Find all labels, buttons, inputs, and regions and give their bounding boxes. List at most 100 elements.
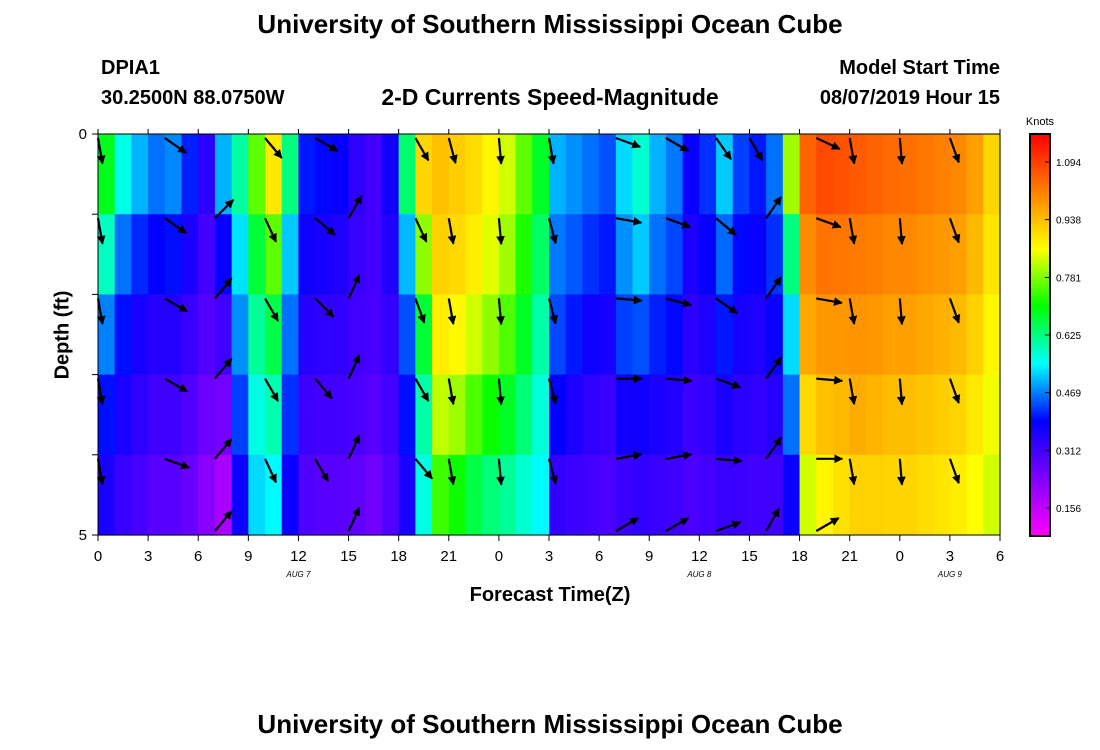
current-vector-arrow xyxy=(816,297,843,306)
date-label: AUG 8 xyxy=(686,570,712,579)
current-vector-arrow xyxy=(164,377,189,393)
heatmap-cell xyxy=(565,294,583,376)
heatmap-cell xyxy=(482,214,500,295)
heatmap-cell xyxy=(849,134,867,215)
x-tick-label: 18 xyxy=(390,548,407,565)
heatmap-cell xyxy=(231,214,249,295)
colorbar-tick-label: 0.156 xyxy=(1056,504,1081,515)
heatmap-cell xyxy=(782,454,801,536)
heatmap-cell xyxy=(432,214,450,295)
current-vector-arrow xyxy=(164,137,187,154)
current-vector-arrow xyxy=(715,217,737,236)
heatmap-cell xyxy=(682,294,700,376)
heatmap-cell xyxy=(515,454,533,536)
heatmap-cell xyxy=(298,294,316,376)
heatmap-cell xyxy=(966,374,984,456)
heatmap-cell xyxy=(181,454,199,536)
current-vector-arrow xyxy=(96,298,106,325)
colorbar-tick-label: 0.625 xyxy=(1056,331,1081,342)
heatmap-cell xyxy=(131,374,149,456)
heatmap-cell xyxy=(281,374,300,456)
heatmap-cell xyxy=(331,454,350,536)
current-vector-arrow xyxy=(848,298,858,325)
heatmap-cell xyxy=(782,374,801,456)
heatmap-cell xyxy=(532,454,550,536)
heatmap-cell xyxy=(899,214,918,295)
heatmap-cell xyxy=(799,134,817,215)
heatmap-cell xyxy=(682,214,700,295)
heatmap-cell xyxy=(699,374,717,456)
station-id: DPIA1 xyxy=(101,57,160,79)
x-tick-label: 9 xyxy=(244,548,252,565)
heatmap-cell xyxy=(448,214,467,295)
heatmap-cell xyxy=(983,454,1001,536)
heatmap-cell xyxy=(114,454,132,536)
heatmap-cell xyxy=(749,294,767,376)
current-vector-arrow xyxy=(765,356,782,380)
current-vector-arrow xyxy=(948,137,961,164)
current-vector-arrow xyxy=(896,458,906,486)
current-vector-arrow xyxy=(815,517,840,532)
current-vector-arrow xyxy=(615,136,642,149)
heatmap-cell xyxy=(381,294,400,376)
heatmap-cell xyxy=(599,294,617,376)
heatmap-cell xyxy=(415,374,433,456)
heatmap-cell xyxy=(599,134,617,215)
x-tick-label: 12 xyxy=(691,548,708,565)
heatmap-cell xyxy=(716,454,734,536)
heatmap-cell xyxy=(832,374,851,456)
heatmap-cell xyxy=(916,294,934,376)
heatmap-cell xyxy=(665,134,684,215)
heatmap-cell xyxy=(615,454,634,536)
heatmap-cell xyxy=(866,214,884,295)
heatmap-cell xyxy=(298,214,316,295)
heatmap-cell xyxy=(549,134,567,215)
colorbar-tick-label: 0.312 xyxy=(1056,446,1081,457)
heatmap-cell xyxy=(248,214,266,295)
heatmap-cell xyxy=(98,294,116,376)
heatmap-cell xyxy=(315,454,333,536)
heatmap-cell xyxy=(849,214,867,295)
heatmap-cell xyxy=(432,374,450,456)
heatmap-cell xyxy=(816,214,834,295)
heatmap-cell xyxy=(365,374,383,456)
heatmap-cell xyxy=(782,294,801,376)
colorbar-tick-label: 0.938 xyxy=(1056,216,1081,227)
heatmap-cell xyxy=(582,294,600,376)
heatmap-cell xyxy=(749,374,767,456)
heatmap-cell xyxy=(248,294,266,376)
heatmap-cell xyxy=(532,214,550,295)
heatmap-cell xyxy=(448,294,467,376)
heatmap-cell xyxy=(265,374,283,456)
heatmap-cell xyxy=(816,134,834,215)
heatmap-cell xyxy=(816,374,834,456)
heatmap-cell xyxy=(883,214,901,295)
heatmap-cell xyxy=(465,214,483,295)
heatmap-cell xyxy=(214,294,233,376)
colorbar-tick-label: 0.781 xyxy=(1056,273,1081,284)
heatmap-cell xyxy=(498,294,517,376)
current-vector-arrow xyxy=(547,217,558,245)
heatmap-cell xyxy=(415,134,433,215)
x-tick-label: 0 xyxy=(495,548,503,565)
heatmap-cell xyxy=(799,214,817,295)
heatmap-cell xyxy=(532,374,550,456)
heatmap-cell xyxy=(649,374,667,456)
current-vector-arrow xyxy=(347,354,361,380)
x-tick-label: 18 xyxy=(791,548,808,565)
heatmap-cell xyxy=(883,454,901,536)
current-vector-arrow xyxy=(896,137,906,165)
heatmap-cell xyxy=(131,294,149,376)
heatmap-cell xyxy=(866,134,884,215)
heatmap-cell xyxy=(281,214,300,295)
heatmap-cells xyxy=(98,134,1001,536)
y-tick-label: 5 xyxy=(79,527,87,544)
heatmap-cell xyxy=(899,294,918,376)
heatmap-cell xyxy=(331,134,350,215)
current-vector-arrow xyxy=(447,458,457,486)
heatmap-cell xyxy=(699,294,717,376)
heatmap-cell xyxy=(983,374,1001,456)
heatmap-cell xyxy=(465,294,483,376)
x-tick-label: 9 xyxy=(645,548,653,565)
heatmap-cell xyxy=(231,134,249,215)
